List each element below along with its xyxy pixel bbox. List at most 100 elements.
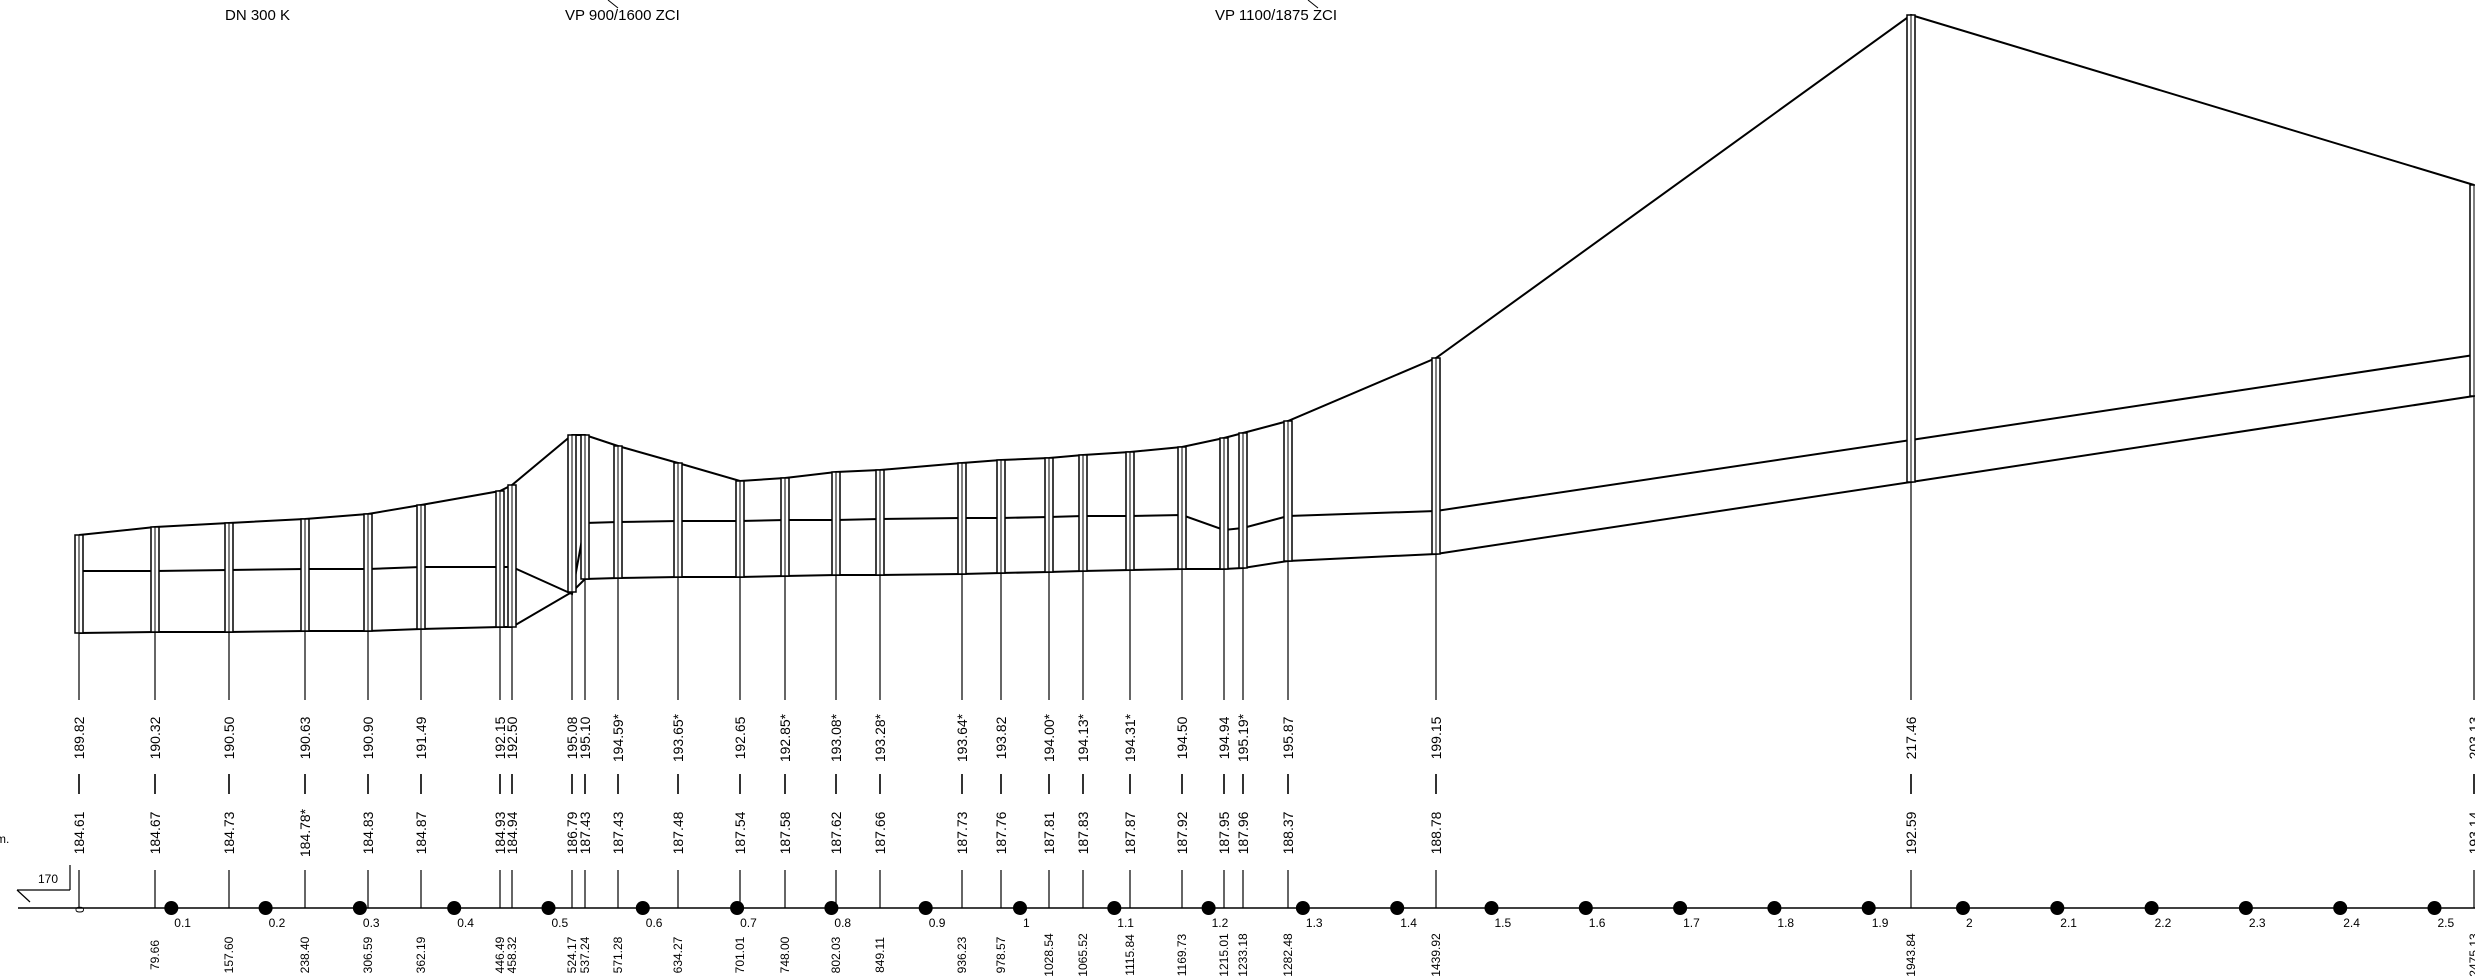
pipe-invert-line: [78, 395, 2475, 634]
station: [567, 434, 577, 700]
chainage-axis: m. 170 0 0.1 0.2 0.3 0.4 0.5 0.6 0.7 0.8 0.9 1 1.1…: [0, 832, 2475, 930]
invert-elevation: 193.14: [2466, 811, 2475, 854]
terrain-elevation: 190.63: [297, 716, 313, 759]
km-marker-dot: [1013, 901, 1027, 915]
km-marker-dot: [1484, 901, 1499, 915]
km-marker-label: 1.2: [1212, 916, 1229, 930]
station: [74, 534, 84, 700]
km-marker-label: 1.3: [1306, 916, 1323, 930]
km-marker-dot: [2050, 901, 2065, 915]
km-marker-label: 1.8: [1777, 916, 1794, 930]
station: [831, 471, 841, 700]
cumulative-distance: 524.17: [565, 936, 579, 973]
km-marker-label: 0.6: [646, 916, 663, 930]
station: [416, 504, 426, 700]
chainage-start-label: 0: [73, 906, 87, 913]
station: [1283, 420, 1293, 700]
cumulative-distance: 458.32: [505, 936, 519, 973]
cumulative-distance: 1169.73: [1175, 933, 1189, 976]
invert-elevation: 187.43: [577, 811, 593, 854]
invert-elevation: 187.95: [1216, 811, 1232, 854]
reference-level-label: 170: [38, 872, 58, 886]
invert-elevation: 187.48: [670, 811, 686, 854]
cumulative-distance: 1439.92: [1429, 933, 1443, 977]
invert-elevation: 187.54: [732, 811, 748, 854]
km-marker-dot: [635, 901, 650, 915]
terrain-elevation: 199.15: [1428, 716, 1444, 759]
invert-elevation: 184.73: [221, 811, 237, 854]
station: [735, 480, 745, 700]
km-marker-dot: [541, 901, 556, 915]
cumulative-distance: 1943.84: [1904, 933, 1918, 977]
terrain-elevation: 190.50: [221, 716, 237, 759]
terrain-elevation: 195.87: [1280, 716, 1296, 759]
terrain-elevation: 193.08*: [828, 713, 844, 762]
station: [300, 518, 310, 700]
km-marker-dot: [2427, 901, 2442, 915]
cumulative-distance: 157.60: [222, 936, 236, 973]
terrain-elevation: 193.65*: [670, 713, 686, 762]
station: [673, 462, 683, 700]
km-marker-label: 2.3: [2249, 916, 2266, 930]
invert-elevation: 187.87: [1122, 811, 1138, 854]
cumulative-distance: 748.00: [778, 936, 792, 973]
cumulative-distance: 306.59: [361, 936, 375, 973]
km-marker-label: 2.4: [2343, 916, 2360, 930]
terrain-elevation: 194.59*: [610, 713, 626, 762]
cumulative-distance: 936.23: [955, 936, 969, 973]
invert-elevation: 184.93: [492, 811, 508, 854]
terrain-elevation: 203.13: [2466, 716, 2475, 759]
km-marker-label: 0.4: [457, 916, 474, 930]
terrain-elevation: 193.82: [993, 716, 1009, 759]
km-marker-dot: [1295, 901, 1310, 915]
terrain-elevation: 194.50: [1174, 716, 1190, 759]
invert-elevation: 187.96: [1235, 811, 1251, 854]
invert-elevation: 187.81: [1041, 811, 1057, 854]
station: [495, 490, 505, 700]
km-marker-dot: [918, 901, 933, 915]
profile-body: [74, 13, 2475, 700]
invert-elevation: 187.62: [828, 811, 844, 854]
station: [224, 522, 234, 700]
km-marker-dot: [1673, 901, 1688, 915]
cumulative-distance: 238.40: [298, 936, 312, 973]
cumulative-distance: 1028.54: [1042, 933, 1056, 977]
terrain-elevation: 191.49: [413, 716, 429, 759]
station: [150, 526, 160, 700]
km-marker-dot: [1107, 901, 1122, 915]
km-marker-dot: [1767, 901, 1782, 915]
invert-elevation: 184.83: [360, 811, 376, 854]
terrain-elevation: 192.50: [504, 716, 520, 759]
cumulative-distance: 446.49: [493, 936, 507, 973]
invert-elevation: 192.59: [1903, 811, 1919, 854]
terrain-line: [78, 13, 2475, 536]
station: [1177, 446, 1187, 700]
km-marker-label: 2.2: [2155, 916, 2172, 930]
invert-elevation: 188.78: [1428, 811, 1444, 854]
terrain-elevation: 194.94: [1216, 716, 1232, 759]
km-marker-label: 0.1: [174, 916, 191, 930]
cumulative-distance: 79.66: [148, 940, 162, 970]
km-marker-label: 0.9: [929, 916, 946, 930]
cumulative-distance: 1282.48: [1281, 933, 1295, 977]
terrain-elevation: 190.32: [147, 716, 163, 759]
cumulative-distance: 1115.84: [1123, 934, 1137, 976]
km-marker-dot: [2144, 901, 2159, 915]
cumulative-distance: 849.11: [873, 937, 887, 973]
invert-elevation: 187.83: [1075, 811, 1091, 854]
km-marker-label: 2.5: [2438, 916, 2455, 930]
pipe-crown-line: [79, 354, 2475, 596]
km-marker-label: 0.5: [552, 916, 569, 930]
invert-elevation: 186.79: [564, 811, 580, 854]
km-marker-label: 2: [1966, 916, 1973, 930]
scale-unit-label: m.: [0, 832, 9, 846]
invert-elevation: 184.67: [147, 811, 163, 854]
cumulative-distance: 1233.18: [1236, 933, 1250, 977]
station-table: 189.82 184.61 190.32 184.67 79.66 190.50 184.7…: [71, 713, 2475, 976]
invert-elevation: 184.87: [413, 811, 429, 854]
km-marker-dot: [1201, 901, 1216, 915]
invert-elevation: 187.73: [954, 811, 970, 854]
reference-bracket: [16, 889, 31, 903]
km-marker-dot: [2238, 901, 2253, 915]
invert-elevation: 187.58: [777, 811, 793, 854]
